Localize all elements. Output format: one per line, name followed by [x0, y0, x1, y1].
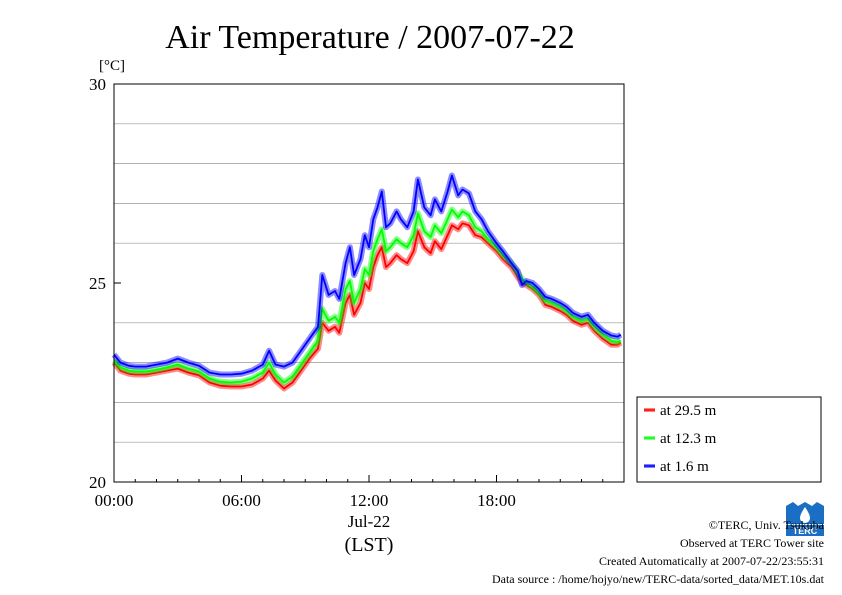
legend-label: at 1.6 m [660, 459, 709, 475]
date-label: Jul-22 [348, 512, 391, 531]
series-line [113, 222, 622, 390]
y-axis-unit-label: [°C] [99, 58, 125, 74]
x-tick-label: 00:00 [95, 491, 134, 510]
y-tick-label: 20 [89, 473, 106, 492]
legend-label: at 12.3 m [660, 431, 717, 447]
logo-text: TERC [793, 526, 818, 536]
data-series [111, 172, 623, 392]
x-tick-label: 18:00 [477, 491, 516, 510]
series-line [113, 208, 622, 384]
terc-logo: TERC [786, 502, 824, 536]
x-tick-label: 06:00 [222, 491, 261, 510]
y-tick-label: 25 [89, 274, 106, 293]
copyright-text: ©TERC, Univ. Tsukuba [708, 518, 824, 532]
created-text: Created Automatically at 2007-07-22/23:5… [599, 554, 824, 568]
y-axis: 20 25 30 [89, 75, 121, 492]
legend-label: at 29.5 m [660, 403, 717, 419]
x-axis: 00:00 06:00 12:00 18:00 [95, 475, 604, 510]
legend-box [636, 396, 822, 483]
x-axis-label: (LST) [345, 534, 394, 556]
legend: at 29.5 m at 12.3 m at 1.6 m [636, 396, 822, 483]
series-line [113, 174, 622, 376]
x-tick-label: 12:00 [350, 491, 389, 510]
observed-text: Observed at TERC Tower site [679, 536, 824, 550]
chart-title: Air Temperature / 2007-07-22 [165, 19, 575, 56]
y-tick-label: 30 [89, 75, 106, 94]
source-text: Data source : /home/hojyo/new/TERC-data/… [491, 572, 824, 586]
